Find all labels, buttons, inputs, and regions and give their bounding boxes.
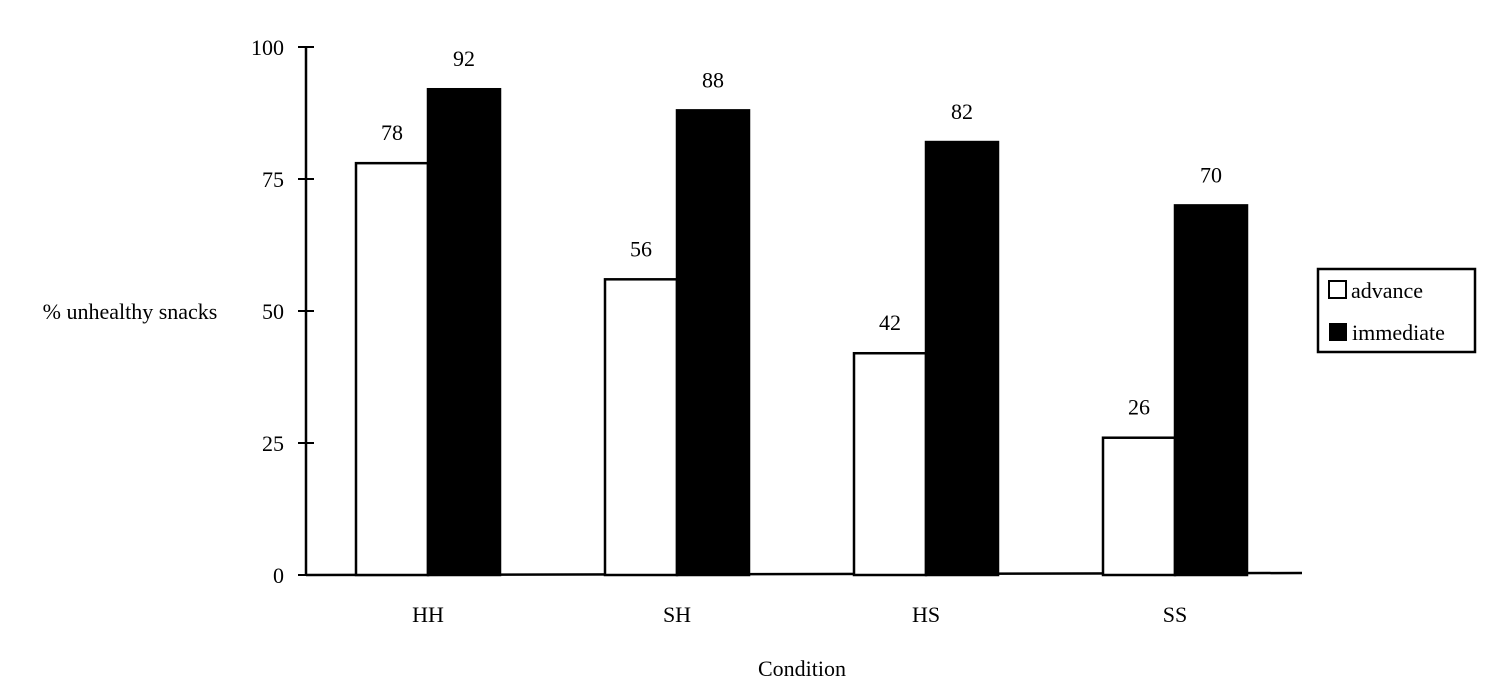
legend-swatch-advance xyxy=(1328,280,1347,299)
legend-label-advance: advance xyxy=(1351,278,1423,303)
category-label-HS: HS xyxy=(912,602,940,627)
category-label-HH: HH xyxy=(412,602,444,627)
data-label-advance-HS: 42 xyxy=(879,310,901,335)
category-label-SH: SH xyxy=(663,602,691,627)
bar-immediate-SS xyxy=(1173,204,1249,577)
data-label-advance-SH: 56 xyxy=(630,236,652,261)
category-labels: HH SH HS SS xyxy=(412,602,1187,627)
y-ticks: 0 25 50 75 100 xyxy=(251,35,314,588)
data-label-advance-HH: 78 xyxy=(381,120,403,145)
data-label-immediate-SS: 70 xyxy=(1200,162,1222,187)
y-tick-label-0: 0 xyxy=(273,563,284,588)
bar-advance-SH xyxy=(603,278,679,577)
data-label-advance-SS: 26 xyxy=(1128,395,1150,420)
data-labels: 78 92 56 88 42 82 26 70 xyxy=(381,46,1222,419)
legend-swatch-immediate xyxy=(1329,323,1347,341)
y-tick-label-2: 50 xyxy=(262,299,284,324)
y-tick-label-4: 100 xyxy=(251,35,284,60)
bar-advance-HH xyxy=(354,161,430,577)
data-label-immediate-HH: 92 xyxy=(453,46,475,71)
y-tick-label-3: 75 xyxy=(262,167,284,192)
legend-label-immediate: immediate xyxy=(1352,320,1445,345)
data-label-immediate-SH: 88 xyxy=(702,67,724,92)
bar-advance-HS xyxy=(852,351,928,577)
x-axis-title: Condition xyxy=(758,656,846,681)
y-tick-label-1: 25 xyxy=(262,431,284,456)
bar-advance-SS xyxy=(1101,436,1177,577)
bar-immediate-SH xyxy=(675,109,751,577)
bar-immediate-HS xyxy=(924,140,1000,577)
y-axis-title: % unhealthy snacks xyxy=(43,299,218,324)
bar-immediate-HH xyxy=(426,87,502,577)
category-label-SS: SS xyxy=(1163,602,1187,627)
bars xyxy=(354,87,1249,577)
data-label-immediate-HS: 82 xyxy=(951,99,973,124)
legend: advance immediate xyxy=(1316,267,1477,354)
